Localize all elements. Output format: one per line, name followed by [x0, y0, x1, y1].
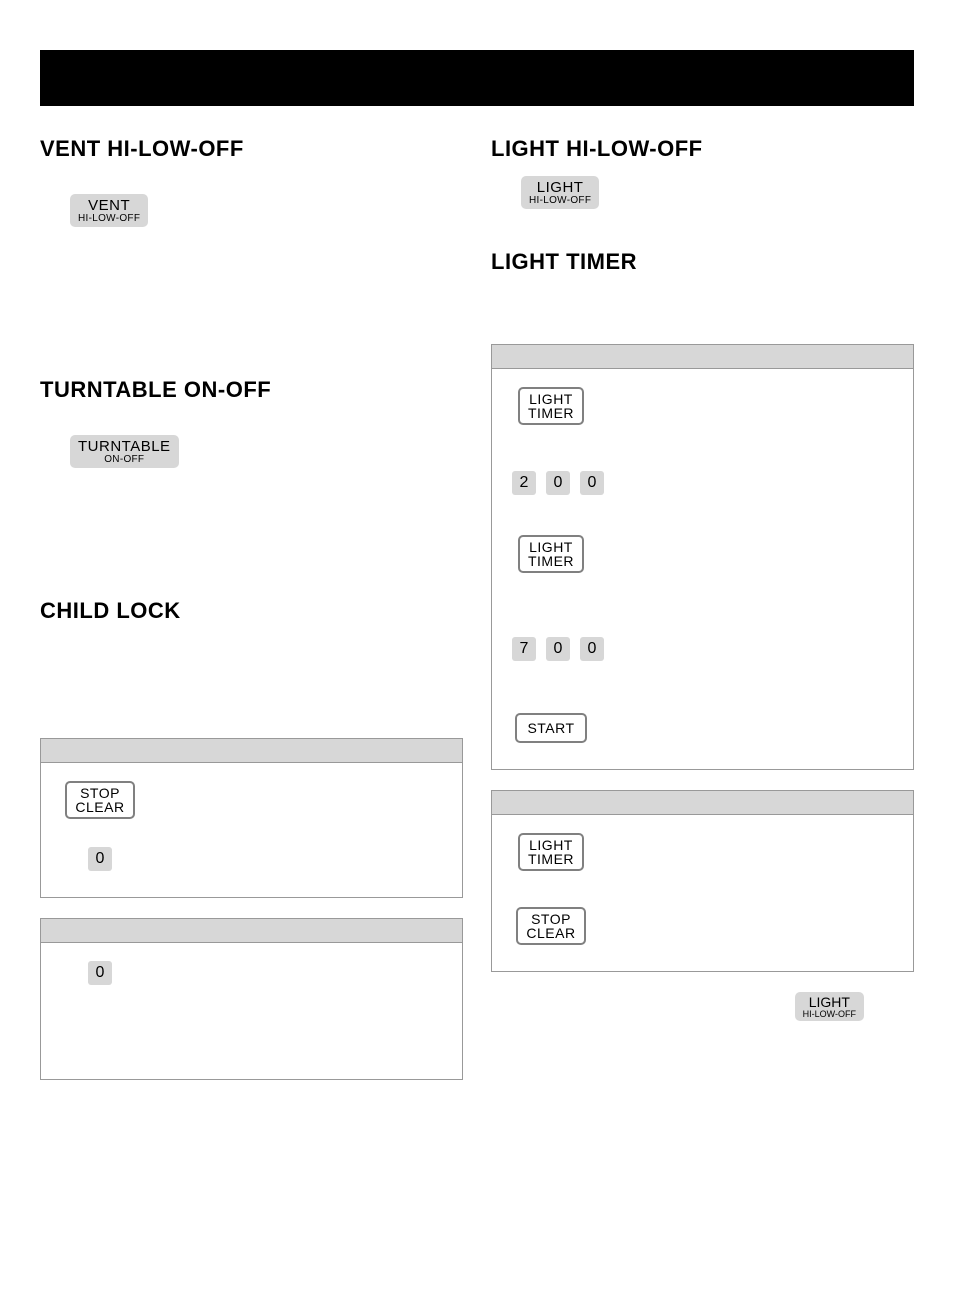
heading-light-timer: LIGHT TIMER	[491, 249, 914, 275]
panel-header	[492, 791, 913, 815]
start-button[interactable]: START	[515, 713, 586, 743]
panel-header	[492, 345, 913, 369]
heading-child-lock: CHILD LOCK	[40, 598, 463, 624]
light-timer-line1: LIGHT	[529, 392, 573, 406]
heading-vent: VENT HI-LOW-OFF	[40, 136, 463, 162]
light-timer-line2: TIMER	[528, 852, 574, 866]
vent-button[interactable]: VENT HI-LOW-OFF	[70, 194, 148, 227]
light-timer-button[interactable]: LIGHT TIMER	[518, 535, 584, 573]
light-timer-line2: TIMER	[528, 554, 574, 568]
left-column: VENT HI-LOW-OFF VENT HI-LOW-OFF TURNTABL…	[40, 136, 463, 1100]
vent-button-label-1: VENT	[88, 198, 130, 213]
turntable-button-label-2: ON-OFF	[104, 455, 144, 465]
start-label: START	[527, 721, 574, 735]
stop-clear-button[interactable]: STOP CLEAR	[516, 907, 585, 945]
child-lock-set-panel: STOP CLEAR 0	[40, 738, 463, 898]
stop-clear-button[interactable]: STOP CLEAR	[65, 781, 134, 819]
light-timer-line1: LIGHT	[529, 540, 573, 554]
digit-key-0[interactable]: 0	[88, 961, 112, 985]
light-timer-line2: TIMER	[528, 406, 574, 420]
digit-key-0[interactable]: 0	[88, 847, 112, 871]
light-timer-line1: LIGHT	[529, 838, 573, 852]
light-button-label-1: LIGHT	[537, 180, 584, 195]
right-column: LIGHT HI-LOW-OFF LIGHT HI-LOW-OFF LIGHT …	[491, 136, 914, 1100]
stop-clear-line1: STOP	[531, 912, 571, 926]
stop-clear-line1: STOP	[80, 786, 120, 800]
digit-key[interactable]: 7	[512, 637, 536, 661]
digit-key[interactable]: 0	[546, 637, 570, 661]
light-note-line2: HI-LOW-OFF	[803, 1010, 856, 1019]
stop-clear-line2: CLEAR	[526, 926, 575, 940]
stop-clear-line2: CLEAR	[75, 800, 124, 814]
light-button-label-2: HI-LOW-OFF	[529, 196, 591, 206]
digit-key[interactable]: 0	[580, 471, 604, 495]
digit-key[interactable]: 0	[546, 471, 570, 495]
digit-key[interactable]: 0	[580, 637, 604, 661]
off-time-digits: 7 0 0	[512, 637, 604, 661]
header-bar	[40, 50, 914, 106]
light-timer-button[interactable]: LIGHT TIMER	[518, 387, 584, 425]
digit-key[interactable]: 2	[512, 471, 536, 495]
light-timer-set-panel: LIGHT TIMER 2 0 0	[491, 344, 914, 770]
light-timer-cancel-panel: LIGHT TIMER STOP CLEAR	[491, 790, 914, 972]
turntable-button[interactable]: TURNTABLE ON-OFF	[70, 435, 179, 468]
light-note-line1: LIGHT	[809, 995, 850, 1009]
light-button-note[interactable]: LIGHT HI-LOW-OFF	[795, 992, 864, 1021]
light-button[interactable]: LIGHT HI-LOW-OFF	[521, 176, 599, 209]
vent-button-label-2: HI-LOW-OFF	[78, 214, 140, 224]
heading-light: LIGHT HI-LOW-OFF	[491, 136, 914, 162]
child-lock-cancel-panel: 0	[40, 918, 463, 1080]
panel-header	[41, 739, 462, 763]
panel-header	[41, 919, 462, 943]
light-timer-button[interactable]: LIGHT TIMER	[518, 833, 584, 871]
on-time-digits: 2 0 0	[512, 471, 604, 495]
heading-turntable: TURNTABLE ON-OFF	[40, 377, 463, 403]
turntable-button-label-1: TURNTABLE	[78, 439, 171, 454]
